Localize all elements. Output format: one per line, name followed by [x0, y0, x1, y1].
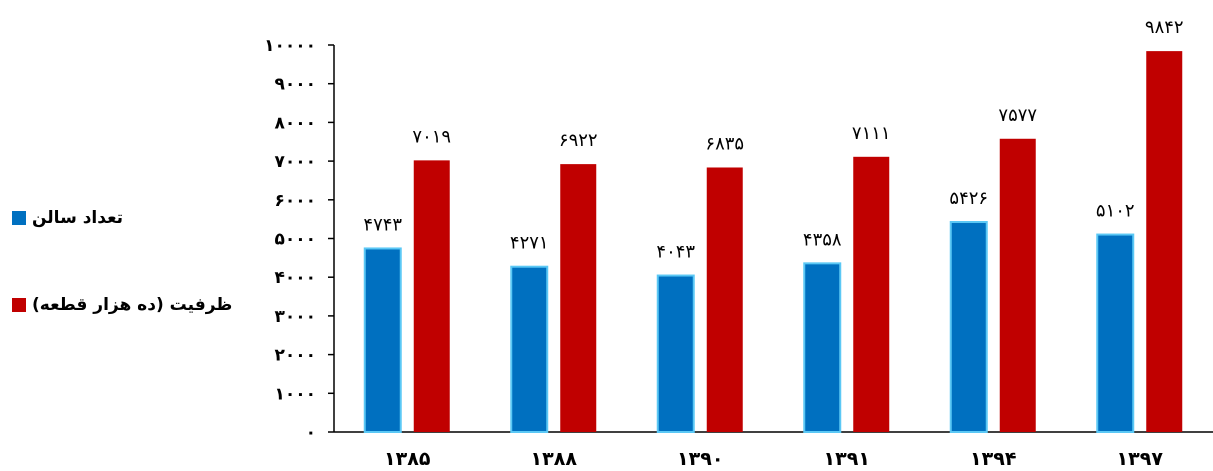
data-label-count: ۵۴۲۶ [949, 188, 988, 209]
bar-count [803, 262, 842, 433]
data-label-capacity: ۷۱۱۱ [852, 123, 891, 144]
bar-capacity [853, 156, 890, 432]
bar-count [949, 221, 988, 433]
x-category-label: ۱۳۸۵ [384, 448, 431, 470]
legend-item-capacity: ظرفیت (ده هزار قطعه) [12, 295, 232, 315]
bar-count [363, 247, 402, 433]
bar-capacity [560, 164, 597, 433]
data-label-count: ۵۱۰۲ [1096, 201, 1135, 222]
bar-count [510, 265, 549, 434]
y-tick-label: ۱۰۰۰۰ [264, 36, 316, 56]
data-label-count: ۴۲۷۱ [510, 233, 549, 254]
y-tick-label: ۱۰۰۰ [274, 384, 316, 404]
bar-capacity [706, 167, 743, 432]
y-tick-label: ۹۰۰۰ [274, 75, 316, 95]
legend-label-capacity: ظرفیت (ده هزار قطعه) [32, 295, 233, 315]
bar-count [656, 274, 695, 433]
y-tick-label: ۴۰۰۰ [274, 268, 316, 288]
bar-capacity [999, 138, 1036, 433]
x-category-label: ۱۳۹۷ [1117, 448, 1164, 470]
y-tick-label: ۵۰۰۰ [274, 230, 316, 250]
x-category-label: ۱۳۸۸ [531, 448, 578, 470]
category-labels: ۱۳۸۵ ۱۳۸۸ ۱۳۹۰ ۱۳۹۱ ۱۳۹۴ ۱۳۹۷ [384, 448, 1163, 470]
x-category-label: ۱۳۹۴ [970, 448, 1016, 470]
bar-capacity [413, 160, 450, 433]
legend-swatch-blue [12, 211, 26, 225]
data-label-count: ۴۰۴۳ [656, 242, 695, 263]
y-tick-label: ۳۰۰۰ [274, 307, 316, 327]
data-label-capacity: ۹۸۴۲ [1145, 17, 1184, 38]
legend-swatch-red [12, 298, 26, 312]
legend-label-count: تعداد سالن [32, 208, 124, 228]
y-axis-ticks: ۰ ۱۰۰۰ ۲۰۰۰ ۳۰۰۰ ۴۰۰۰ ۵۰۰۰ ۶۰۰۰ ۷۰۰۰ ۸۰۰۰ ۹۰۰۰ ۱۰۰… [264, 36, 334, 443]
y-tick-label: ۷۰۰۰ [274, 152, 316, 172]
x-category-label: ۱۳۹۰ [677, 448, 723, 470]
data-label-capacity: ۷۰۱۹ [412, 126, 451, 147]
y-tick-label: ۶۰۰۰ [274, 191, 316, 211]
data-labels: ۴۷۴۳ ۷۰۱۹ ۴۲۷۱ ۶۹۲۲ ۴۰۴۳ ۶۸۳۵ ۴۳۵۸ ۷۱۱۱ ۵۴۲۶ ۷۵۷۷… [363, 17, 1183, 262]
y-tick-label: ۲۰۰۰ [274, 346, 316, 366]
data-label-capacity: ۷۵۷۷ [998, 105, 1037, 126]
data-label-count: ۴۷۴۳ [363, 214, 402, 235]
data-label-capacity: ۶۸۳۵ [705, 133, 744, 154]
bar-count [1096, 233, 1135, 433]
bars [363, 51, 1183, 434]
y-tick-label: ۸۰۰۰ [274, 113, 316, 133]
y-tick-label: ۰ [306, 423, 316, 443]
legend-item-count: تعداد سالن [12, 208, 123, 228]
data-label-count: ۴۳۵۸ [803, 229, 842, 250]
bar-capacity [1146, 51, 1183, 433]
x-category-label: ۱۳۹۱ [824, 448, 870, 470]
data-label-capacity: ۶۹۲۲ [559, 130, 598, 151]
